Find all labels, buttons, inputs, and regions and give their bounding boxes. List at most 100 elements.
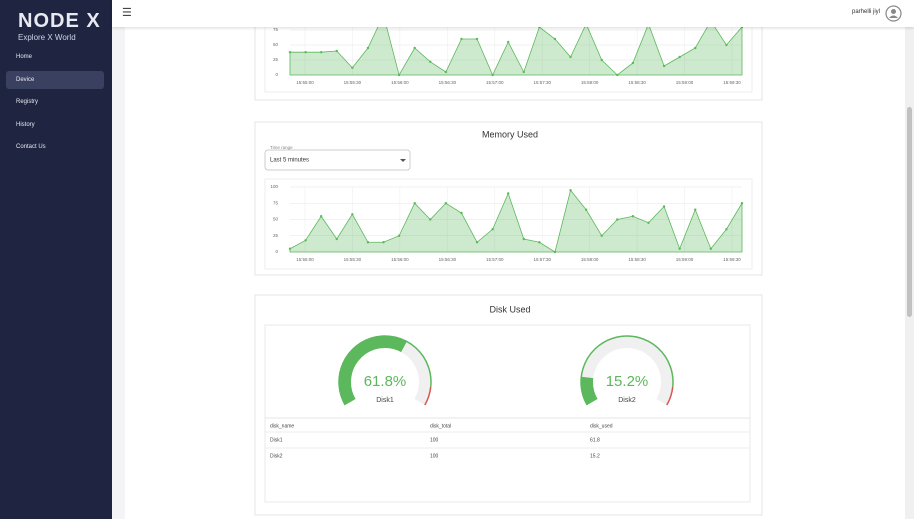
point: [351, 66, 354, 70]
point: [538, 241, 541, 244]
gauge-name: Disk2: [618, 397, 636, 404]
point: [475, 241, 479, 244]
point: [335, 49, 338, 53]
point: [678, 247, 681, 250]
point: [553, 37, 557, 41]
table-header: disk_used: [590, 423, 613, 429]
point: [631, 61, 635, 65]
gauge-name: Disk1: [376, 397, 394, 404]
point: [491, 228, 494, 231]
x-tick-label: 15:57:00: [486, 80, 504, 85]
x-tick-label: 15:55:30: [344, 257, 362, 262]
point: [569, 55, 572, 59]
point: [444, 202, 448, 205]
point: [429, 60, 432, 63]
x-tick-label: 15:56:30: [439, 80, 457, 85]
tagline: Explore X World: [18, 33, 76, 42]
y-tick-label: 25: [273, 233, 279, 238]
menu-button[interactable]: ☰: [122, 7, 132, 19]
point: [429, 218, 432, 221]
panel: [264, 324, 751, 503]
y-tick-label: 50: [273, 217, 279, 222]
x-tick-label: 15:59:00: [676, 257, 694, 262]
point: [522, 70, 525, 74]
table-header: disk_total: [430, 423, 451, 429]
table-cell: Disk1: [270, 437, 283, 443]
y-tick-label: 100: [270, 184, 278, 189]
point: [678, 55, 681, 59]
avatar[interactable]: [885, 5, 902, 22]
gauge-value: [339, 336, 407, 405]
point: [600, 58, 603, 62]
point: [304, 239, 307, 242]
point: [553, 250, 557, 254]
logo: NODE X: [18, 10, 101, 32]
scrollbar[interactable]: [905, 27, 914, 519]
point: [662, 64, 666, 68]
point: [522, 237, 525, 241]
topbar: ☰ parhelli jiyl: [112, 0, 914, 27]
point: [444, 70, 448, 74]
select[interactable]: [264, 149, 411, 171]
table-cell: 100: [430, 453, 439, 459]
plot-frame: [264, 178, 753, 270]
point: [647, 221, 650, 224]
point: [413, 46, 416, 50]
card: [254, 121, 763, 276]
select-arrow: [400, 159, 406, 162]
user-name[interactable]: parhelli jiyl: [851, 9, 880, 15]
y-tick-label: 0: [275, 249, 278, 254]
select-label: Time range: [270, 145, 293, 150]
point: [491, 73, 494, 77]
point: [382, 241, 385, 244]
x-tick-label: 15:55:30: [344, 80, 362, 85]
chart-title: Memory Used: [482, 129, 538, 139]
y-tick-label: 0: [275, 72, 278, 77]
point: [397, 73, 401, 77]
x-tick-label: 15:57:30: [533, 80, 551, 85]
card: [254, 294, 763, 516]
x-tick-label: 15:55:00: [296, 257, 314, 262]
nav-item[interactable]: Contact Us: [16, 144, 46, 150]
nav-item[interactable]: History: [16, 122, 35, 128]
x-tick-label: 15:56:00: [391, 80, 409, 85]
select-value: Last 5 minutes: [270, 158, 309, 164]
point: [694, 46, 697, 50]
point: [304, 51, 307, 54]
point: [740, 202, 744, 205]
nav-item[interactable]: Home: [16, 54, 33, 60]
point: [288, 51, 292, 54]
nav-item[interactable]: Device: [6, 71, 104, 89]
point: [616, 73, 619, 77]
x-tick-label: 15:58:00: [581, 257, 599, 262]
y-tick-label: 50: [273, 42, 279, 47]
point: [507, 192, 510, 195]
card-title: Disk Used: [489, 304, 530, 314]
x-tick-label: 15:55:00: [296, 80, 314, 85]
point: [725, 228, 728, 231]
x-tick-label: 15:56:30: [439, 257, 457, 262]
point: [694, 208, 697, 211]
nav-item[interactable]: Registry: [16, 99, 39, 105]
x-tick-label: 15:59:00: [676, 80, 694, 85]
y-tick-label: 25: [273, 57, 279, 62]
x-tick-label: 15:57:00: [486, 257, 504, 262]
table-header: disk_name: [270, 423, 294, 429]
point: [366, 241, 370, 244]
gauge-label: 61.8%: [364, 373, 407, 390]
x-tick-label: 15:58:30: [628, 257, 646, 262]
gauge-value: [581, 376, 598, 405]
y-tick-label: 75: [273, 27, 279, 32]
point: [507, 40, 510, 44]
gauge-danger: [666, 386, 674, 406]
x-tick-label: 15:59:30: [723, 80, 741, 85]
table-cell: 61.8: [590, 437, 600, 443]
x-tick-label: 15:57:30: [533, 257, 551, 262]
x-tick-label: 15:58:30: [628, 80, 646, 85]
point: [600, 234, 603, 237]
x-tick-label: 15:56:00: [391, 257, 409, 262]
point: [460, 211, 463, 215]
x-tick-label: 15:58:00: [581, 80, 599, 85]
table-cell: Disk2: [270, 453, 283, 459]
